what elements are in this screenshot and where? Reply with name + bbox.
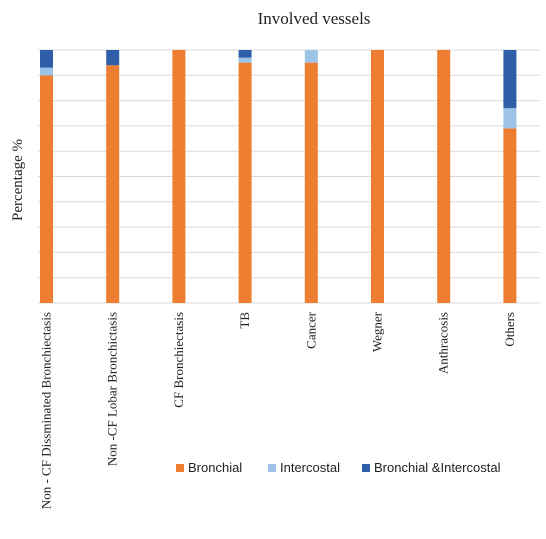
category-label: Wegner: [370, 311, 385, 352]
legend-swatch: [362, 464, 370, 472]
bar-segment: [503, 128, 517, 303]
chart-title: Involved vessels: [258, 9, 371, 28]
legend-label: Intercostal: [280, 460, 340, 475]
gridlines: [38, 49, 540, 304]
category-label: Anthracosis: [436, 312, 451, 374]
legend-label: Bronchial &Intercostal: [374, 460, 501, 475]
bar-segment: [238, 50, 252, 58]
legend-label: Bronchial: [188, 460, 242, 475]
legend-swatch: [268, 464, 276, 472]
bar-segment: [437, 50, 451, 303]
category-label: Cancer: [303, 311, 318, 348]
bar-segment: [40, 50, 53, 68]
legend: Bronchial Intercostal Bronchial &Intercost…: [176, 460, 501, 475]
category-label: Others: [502, 312, 517, 347]
y-axis-label: Percentage %: [10, 139, 26, 221]
bar-segment: [106, 50, 120, 66]
bar-segment: [371, 50, 384, 303]
bar-segment: [238, 57, 252, 63]
bar-segment: [503, 108, 517, 129]
category-label: Non -CF Lobar Bronchictasis: [105, 312, 120, 466]
category-label: CF Bronchiectasis: [171, 312, 186, 408]
category-labels: Non - CF Dissminated Bronchiectasis Non -…: [39, 311, 517, 509]
category-label: Non - CF Dissminated Bronchiectasis: [39, 312, 54, 509]
bar-segment: [172, 50, 186, 303]
bar-segment: [304, 62, 318, 304]
bar-segment: [503, 50, 517, 109]
category-label: TB: [237, 312, 252, 329]
bar-segment: [238, 62, 252, 304]
bars: [40, 50, 517, 304]
legend-swatch: [176, 464, 184, 472]
bar-segment: [40, 67, 53, 76]
bar-segment: [304, 50, 318, 63]
bar-segment: [106, 65, 120, 304]
bar-segment: [40, 75, 53, 303]
